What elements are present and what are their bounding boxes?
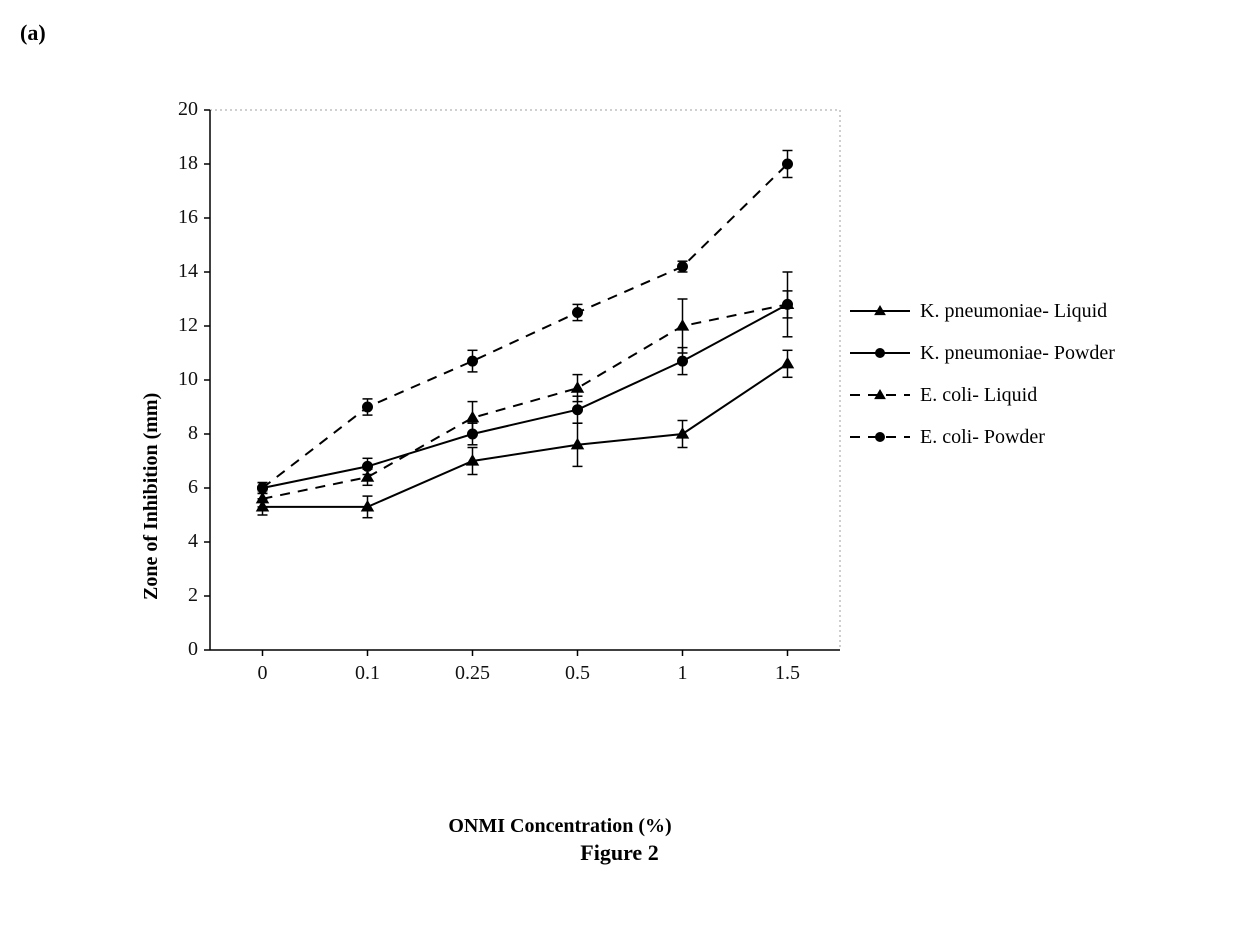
series-line-ec_powder [263, 164, 788, 488]
y-tick-label: 16 [158, 206, 198, 229]
y-tick-label: 8 [158, 422, 198, 445]
legend-swatch [850, 425, 910, 449]
y-tick-label: 4 [158, 530, 198, 553]
y-tick-label: 20 [158, 98, 198, 121]
x-axis-title: ONMI Concentration (%) [360, 815, 760, 838]
panel-label: (a) [20, 20, 46, 46]
chart-container: Zone of Inhibition (mm) ONMI Concentrati… [60, 80, 880, 725]
legend-label: E. coli- Powder [920, 426, 1045, 449]
chart-legend: K. pneumoniae- Liquid K. pneumoniae- Powd… [850, 290, 1115, 458]
legend-item-kp_powder: K. pneumoniae- Powder [850, 332, 1115, 374]
page: (a) Zone of Inhibition (mm) ONMI Concent… [0, 0, 1239, 940]
y-tick-label: 6 [158, 476, 198, 499]
x-tick-label: 1 [653, 662, 713, 685]
legend-label: K. pneumoniae- Liquid [920, 300, 1107, 323]
x-tick-label: 0 [233, 662, 293, 685]
y-tick-label: 10 [158, 368, 198, 391]
legend-label: E. coli- Liquid [920, 384, 1037, 407]
series-line-kp_powder [263, 304, 788, 488]
x-tick-label: 0.1 [338, 662, 398, 685]
legend-item-ec_powder: E. coli- Powder [850, 416, 1115, 458]
chart-svg [60, 80, 880, 720]
legend-item-ec_liquid: E. coli- Liquid [850, 374, 1115, 416]
y-tick-label: 18 [158, 152, 198, 175]
legend-label: K. pneumoniae- Powder [920, 342, 1115, 365]
y-tick-label: 12 [158, 314, 198, 337]
x-tick-label: 0.25 [443, 662, 503, 685]
legend-swatch [850, 299, 910, 323]
y-tick-label: 2 [158, 584, 198, 607]
series-line-ec_liquid [263, 304, 788, 498]
x-tick-label: 0.5 [548, 662, 608, 685]
figure-caption: Figure 2 [0, 840, 1239, 866]
y-tick-label: 14 [158, 260, 198, 283]
series-line-kp_liquid [263, 364, 788, 507]
x-tick-label: 1.5 [758, 662, 818, 685]
legend-item-kp_liquid: K. pneumoniae- Liquid [850, 290, 1115, 332]
y-tick-label: 0 [158, 638, 198, 661]
legend-swatch [850, 341, 910, 365]
legend-swatch [850, 383, 910, 407]
